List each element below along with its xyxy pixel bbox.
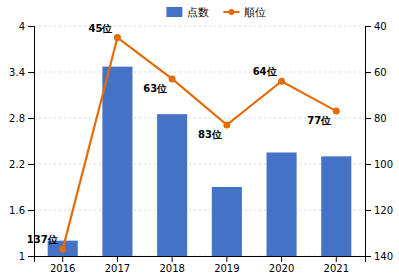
tick-label: 2018 [159,263,184,274]
tick-mark [28,26,34,27]
tick: 2018 [159,256,184,274]
tick-label: 1 [19,251,25,262]
point [223,121,230,128]
data-label: 64位 [253,66,277,77]
tick-mark [365,72,371,73]
data-labels: 137位 45位 63位 83位 64位 77位 [27,23,331,246]
marks [48,34,352,256]
point [278,78,285,85]
tick-mark [28,210,34,211]
tick-label: 120 [374,205,393,216]
tick-mark [226,256,227,262]
tick-mark [117,256,118,262]
tick-mark [365,26,371,27]
tick-label: 2020 [269,263,294,274]
point [114,34,121,41]
tick: 2020 [269,256,294,274]
tick-mark [28,118,34,119]
tick-mark [28,72,34,73]
tick-label: 140 [374,251,393,262]
tick: 4 [19,21,34,32]
point [169,75,176,82]
tick-mark [28,256,34,257]
grid [34,26,365,256]
tick-label: 100 [374,159,393,170]
tick: 40 [365,21,387,32]
tick-mark [62,256,63,262]
tick: 2019 [214,256,239,274]
bar [267,153,297,257]
plot: 137位45位63位83位64位77位201620172018201920202… [9,21,393,274]
tick-label: 3.4 [9,67,25,78]
tick-label: 2017 [105,263,130,274]
bar [157,114,187,256]
tick: 80 [365,113,387,124]
tick-mark [365,164,371,165]
bar [102,67,132,256]
tick-label: 2.8 [9,113,25,124]
tick: 2.2 [9,159,34,170]
tick-mark [365,210,371,211]
axis-line [35,257,366,263]
tick-mark [365,118,371,119]
tick-label: 4 [19,21,25,32]
tick-label: 40 [374,21,387,32]
y2-axis: 40 60 80 100 120 140 [365,21,393,262]
grid-line [34,72,365,73]
point [333,108,340,115]
data-label: 77位 [307,115,331,126]
tick-label: 2021 [324,263,349,274]
tick: 60 [365,67,387,78]
axis-line [366,27,372,257]
legend-swatch [166,7,182,17]
legend-swatch [228,9,234,15]
data-label: 63位 [143,83,167,94]
tick: 1 [19,251,34,262]
tick: 2016 [50,256,75,274]
data-label: 137位 [27,234,58,245]
tick-label: 1.6 [9,205,25,216]
tick-label: 60 [374,67,387,78]
tick-mark [336,256,337,262]
tick: 3.4 [9,67,34,78]
line-series [59,34,340,253]
legend-label: 点数 [187,6,209,19]
data-label: 45位 [89,23,113,34]
tick-mark [281,256,282,262]
tick-mark [172,256,173,262]
x-axis: 2016 2017 2018 2019 2020 2021 [35,256,366,274]
bar [212,187,242,256]
tick: 2.8 [9,113,34,124]
axis-line [28,27,35,257]
grid-line [34,26,365,27]
bar [321,156,351,256]
tick: 2021 [324,256,349,274]
tick: 2017 [105,256,130,274]
y-axis: 1 1.6 2.2 2.8 3.4 4 [9,21,34,262]
tick: 1.6 [9,205,34,216]
line [63,38,337,250]
legend-item: 順位 [223,6,266,19]
point [59,246,66,253]
tick-label: 2019 [214,263,239,274]
data-label: 83位 [198,129,222,140]
legend: 点数 順位 [166,6,266,19]
tick-mark [28,164,34,165]
legend-item: 点数 [166,6,209,19]
chart: 137位45位63位83位64位77位201620172018201920202… [0,0,399,278]
grid-line [34,210,365,211]
legend-label: 順位 [244,6,266,19]
tick-label: 2016 [50,263,75,274]
tick: 120 [365,205,393,216]
tick-mark [365,256,371,257]
tick-label: 2.2 [9,159,25,170]
tick: 140 [365,251,393,262]
tick-label: 80 [374,113,387,124]
tick: 100 [365,159,393,170]
